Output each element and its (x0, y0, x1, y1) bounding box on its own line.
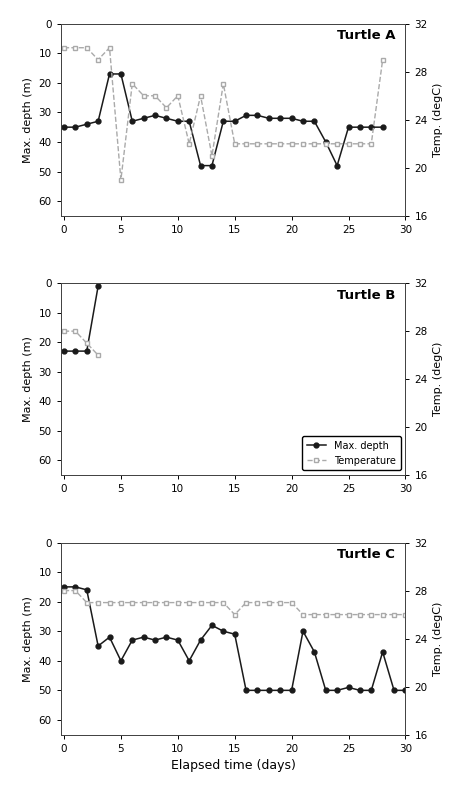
Text: Turtle C: Turtle C (337, 548, 395, 562)
Text: Turtle B: Turtle B (337, 289, 395, 302)
Y-axis label: Temp. (degC): Temp. (degC) (433, 83, 443, 157)
Legend: Max. depth, Temperature: Max. depth, Temperature (302, 436, 401, 470)
X-axis label: Elapsed time (days): Elapsed time (days) (171, 759, 295, 773)
Y-axis label: Max. depth (m): Max. depth (m) (23, 596, 33, 682)
Text: Turtle A: Turtle A (336, 29, 395, 43)
Y-axis label: Temp. (degC): Temp. (degC) (433, 342, 443, 416)
Y-axis label: Temp. (degC): Temp. (degC) (433, 601, 443, 675)
Y-axis label: Max. depth (m): Max. depth (m) (23, 337, 33, 422)
Y-axis label: Max. depth (m): Max. depth (m) (23, 77, 33, 163)
